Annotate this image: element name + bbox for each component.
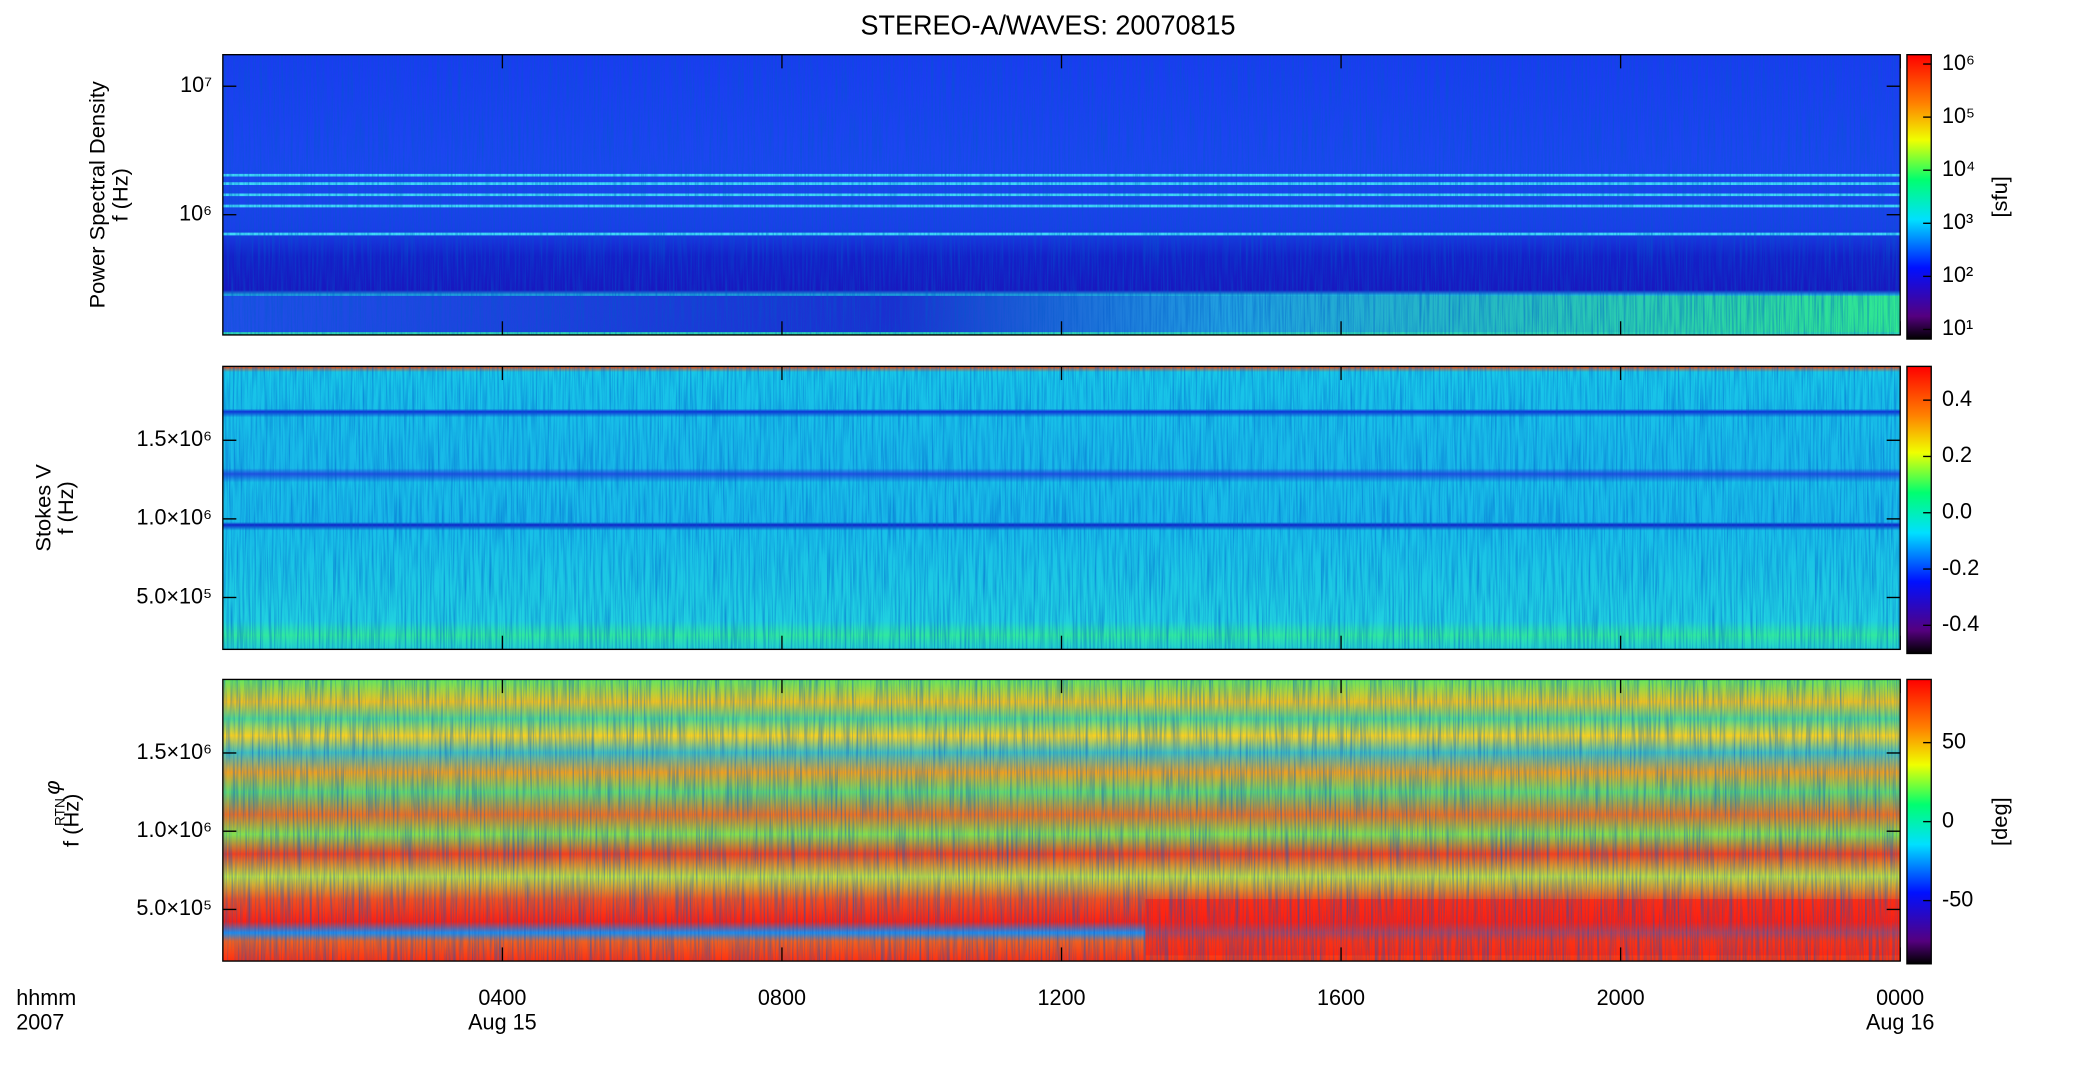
colorbar-frame: [1906, 365, 1932, 655]
x-tick-label: 1200: [1037, 985, 1085, 1010]
colorbar-tick-label: -0.4: [1942, 611, 1979, 636]
colorbar-tick-label: 10³: [1942, 209, 1973, 234]
x-tick-label: 1600: [1317, 985, 1365, 1010]
y-axis-label: Stokes V: [30, 464, 55, 552]
colorbar-frame: [1906, 54, 1932, 340]
colorbar-tick-label: 10⁴: [1942, 156, 1975, 181]
colorbar: [1906, 366, 1932, 654]
x-tick-label: 0400: [478, 985, 526, 1010]
y-axis-label: f (Hz): [59, 794, 84, 847]
x-date-label: Aug 16: [1866, 1010, 1934, 1035]
y-tick-label: 10⁷: [180, 72, 212, 97]
chart-title: STEREO-A/WAVES: 20070815: [860, 9, 1235, 40]
spectrogram-noise: [222, 366, 1901, 650]
y-axis-label: f (Hz): [107, 168, 132, 221]
x-axis-label: hhmm: [16, 985, 76, 1010]
colorbar-tick-label: 10¹: [1942, 315, 1973, 340]
y-tick-label: 10⁶: [179, 200, 212, 225]
colorbar-tick-label: 0.0: [1942, 498, 1972, 523]
x-axis-label: 2007: [16, 1010, 64, 1035]
colorbar-tick-label: 50: [1942, 728, 1966, 753]
x-date-label: Aug 15: [468, 1010, 536, 1035]
y-axis-label: φ: [40, 780, 65, 794]
colorbar-tick-label: 10⁵: [1942, 103, 1975, 128]
colorbar-label: [deg]: [1987, 797, 2012, 846]
colorbar-tick-label: 0: [1942, 807, 1954, 832]
colorbar-tick-label: 0.2: [1942, 442, 1972, 467]
spectrogram-noise: [222, 54, 1901, 335]
colorbar-tick-label: -50: [1942, 886, 1973, 911]
y-axis-label: f (Hz): [53, 481, 78, 534]
colorbar-tick-label: -0.2: [1942, 555, 1979, 580]
colorbar-tick-label: 10²: [1942, 262, 1973, 287]
y-tick-label: 5.0×10⁵: [136, 583, 212, 608]
y-tick-label: 1.5×10⁶: [136, 426, 212, 451]
x-tick-label: 0800: [758, 985, 806, 1010]
y-axis-label: RTN: [52, 798, 67, 826]
y-tick-label: 1.0×10⁶: [136, 505, 212, 530]
spectrogram-noise: [222, 679, 1901, 962]
colorbar-label: [sfu]: [1987, 176, 2012, 217]
colorbar-tick-label: 10⁶: [1942, 50, 1975, 75]
y-tick-label: 1.5×10⁶: [136, 739, 212, 764]
y-tick-label: 5.0×10⁵: [136, 895, 212, 920]
x-tick-label: 0000: [1876, 985, 1924, 1010]
colorbar-tick-label: 0.4: [1942, 386, 1972, 411]
y-tick-label: 1.0×10⁶: [136, 817, 212, 842]
y-axis-label: Power Spectral Density: [84, 81, 109, 308]
x-tick-label: 2000: [1597, 985, 1645, 1010]
colorbar: [1906, 54, 1932, 340]
